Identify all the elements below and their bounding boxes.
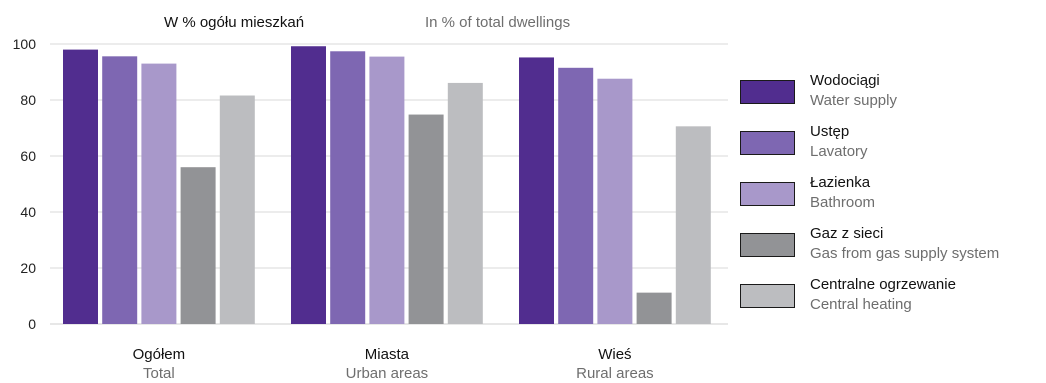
y-axis-ticks: 0 20 40 60 80 100	[13, 36, 37, 332]
legend-swatch	[740, 80, 795, 104]
bar	[63, 49, 98, 324]
y-tick-label: 60	[20, 148, 36, 164]
category-label-en: Urban areas	[346, 365, 429, 382]
legend-label: Centralne ogrzewanie	[810, 276, 956, 293]
category-label: Wieś	[598, 346, 631, 363]
category-label: Ogółem	[133, 346, 186, 363]
legend-swatch	[740, 233, 795, 257]
category-label-en: Rural areas	[576, 365, 654, 382]
legend-label-en: Central heating	[810, 296, 912, 313]
y-tick-label: 0	[28, 316, 36, 332]
y-tick-label: 100	[13, 36, 37, 52]
bar	[636, 292, 672, 324]
bar	[675, 126, 711, 324]
bar	[291, 46, 326, 325]
y-tick-label: 40	[20, 204, 36, 220]
chart-subtitle: In % of total dwellings	[425, 14, 570, 31]
legend-label-en: Gas from gas supply system	[810, 245, 999, 262]
bar	[330, 51, 366, 324]
category-label: Miasta	[365, 346, 410, 363]
bars	[63, 46, 711, 325]
legend-label: Wodociągi	[810, 72, 880, 89]
legend-label-en: Bathroom	[810, 194, 875, 211]
bar	[558, 67, 594, 325]
category-label-en: Total	[143, 365, 175, 382]
legend-label: Gaz z sieci	[810, 225, 883, 242]
bar	[408, 114, 444, 324]
bar	[369, 56, 405, 324]
legend-label: Łazienka	[810, 174, 871, 191]
bar	[447, 82, 483, 324]
y-tick-label: 20	[20, 260, 36, 276]
legend-label-en: Lavatory	[810, 143, 868, 160]
legend-swatch	[740, 182, 795, 206]
legend: Wodociągi Water supply Ustęp Lavatory Łazien…	[740, 72, 999, 313]
legend-swatch	[740, 131, 795, 155]
bar	[597, 78, 633, 324]
legend-label: Ustęp	[810, 123, 849, 140]
legend-swatch	[740, 284, 795, 308]
bar	[180, 167, 216, 324]
chart-title: W % ogółu mieszkań	[164, 14, 304, 31]
bar	[102, 56, 138, 324]
legend-label-en: Water supply	[810, 92, 897, 109]
bar	[519, 57, 554, 324]
bar	[141, 63, 177, 324]
y-tick-label: 80	[20, 92, 36, 108]
bar	[219, 95, 255, 325]
x-axis-categories: Ogółem Total Miasta Urban areas Wieś Rural ar…	[133, 346, 654, 382]
